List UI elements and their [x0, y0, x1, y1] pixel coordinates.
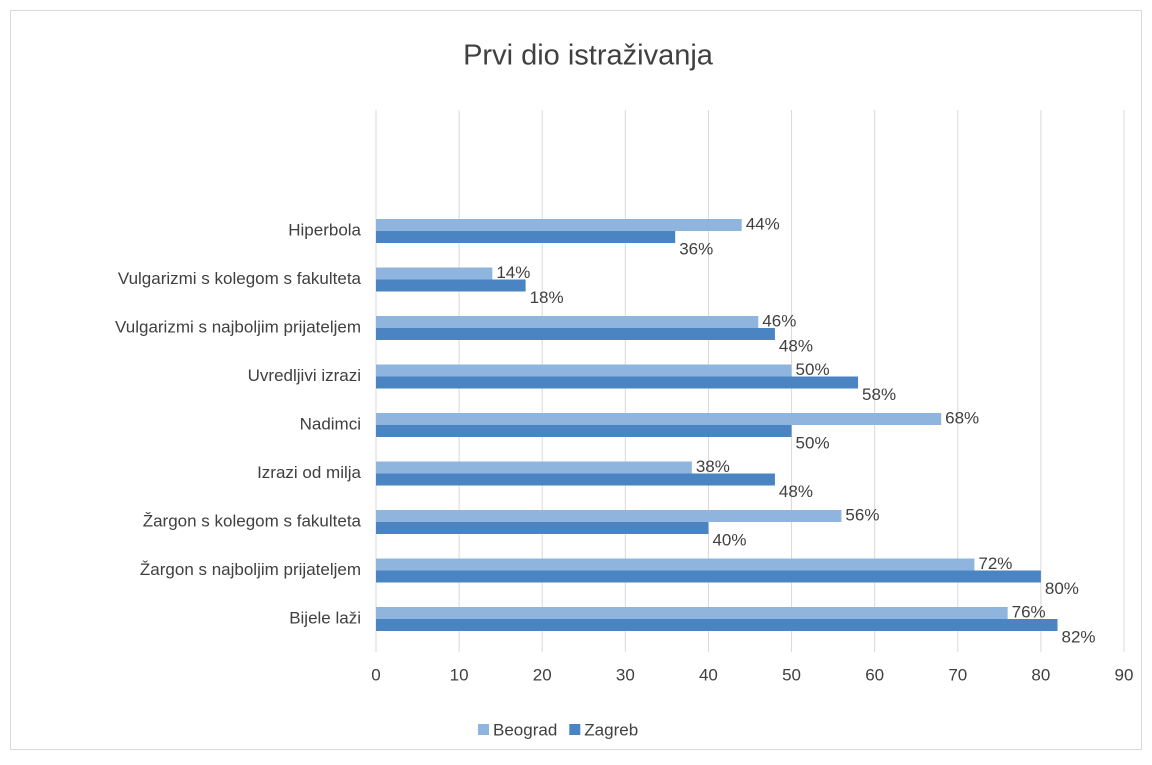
y-tick-label: Izrazi od milja: [257, 463, 361, 482]
bar: [376, 607, 1008, 619]
bar: [376, 267, 493, 280]
legend-swatch: [478, 724, 489, 735]
y-tick-label: Bijele laži: [289, 608, 361, 627]
x-tick-label: 80: [1031, 665, 1050, 684]
legend-swatch: [569, 724, 581, 735]
x-tick-label: 90: [1115, 665, 1134, 684]
x-tick-label: 70: [948, 665, 967, 684]
bar: [376, 376, 859, 389]
bar: [376, 619, 1058, 631]
bar: [376, 522, 709, 534]
chart-title: Prvi dio istraživanja: [463, 40, 714, 72]
x-tick-label: 10: [450, 665, 469, 684]
data-label: 48%: [779, 482, 813, 501]
bar: [376, 510, 842, 522]
x-tick-label: 60: [865, 665, 884, 684]
data-label: 18%: [530, 288, 564, 307]
data-label: 50%: [796, 433, 830, 452]
y-tick-label: Vulgarizmi s kolegom s fakulteta: [118, 269, 362, 288]
bar: [376, 219, 742, 231]
data-label: 44%: [746, 214, 780, 233]
bar: [376, 570, 1041, 583]
bar: [376, 461, 692, 474]
bar: [376, 425, 792, 437]
bar: [376, 473, 775, 486]
x-tick-label: 50: [782, 665, 801, 684]
x-tick-label: 30: [616, 665, 635, 684]
x-tick-label: 40: [699, 665, 718, 684]
data-label: 48%: [779, 336, 813, 355]
y-tick-label: Nadimci: [300, 414, 361, 433]
data-label: 38%: [696, 457, 730, 476]
data-label: 50%: [796, 360, 830, 379]
x-tick-label: 20: [533, 665, 552, 684]
bar: [376, 413, 942, 425]
y-tick-label: Uvredljivi izrazi: [248, 366, 361, 385]
data-label: 14%: [496, 263, 530, 282]
legend-label: Zagreb: [584, 720, 638, 739]
bar: [376, 316, 759, 328]
data-label: 76%: [1012, 602, 1046, 621]
data-label: 80%: [1045, 579, 1079, 598]
data-label: 56%: [845, 505, 879, 524]
y-tick-label: Vulgarizmi s najboljim prijateljem: [115, 317, 361, 336]
bar: [376, 279, 526, 292]
data-label: 72%: [978, 554, 1012, 573]
data-label: 36%: [679, 239, 713, 258]
y-tick-label: Žargon s najboljim prijateljem: [140, 560, 361, 579]
bar: [376, 364, 792, 377]
data-label: 82%: [1062, 627, 1096, 646]
x-tick-label: 0: [371, 665, 380, 684]
data-label: 68%: [945, 408, 979, 427]
legend-label: Beograd: [493, 720, 557, 739]
y-tick-label: Žargon s kolegom s fakulteta: [143, 511, 362, 530]
data-label: 40%: [712, 530, 746, 549]
y-tick-label: Hiperbola: [288, 220, 361, 239]
bar: [376, 231, 676, 243]
bar: [376, 558, 975, 571]
data-label: 46%: [762, 311, 796, 330]
bar: [376, 328, 775, 340]
data-label: 58%: [862, 385, 896, 404]
